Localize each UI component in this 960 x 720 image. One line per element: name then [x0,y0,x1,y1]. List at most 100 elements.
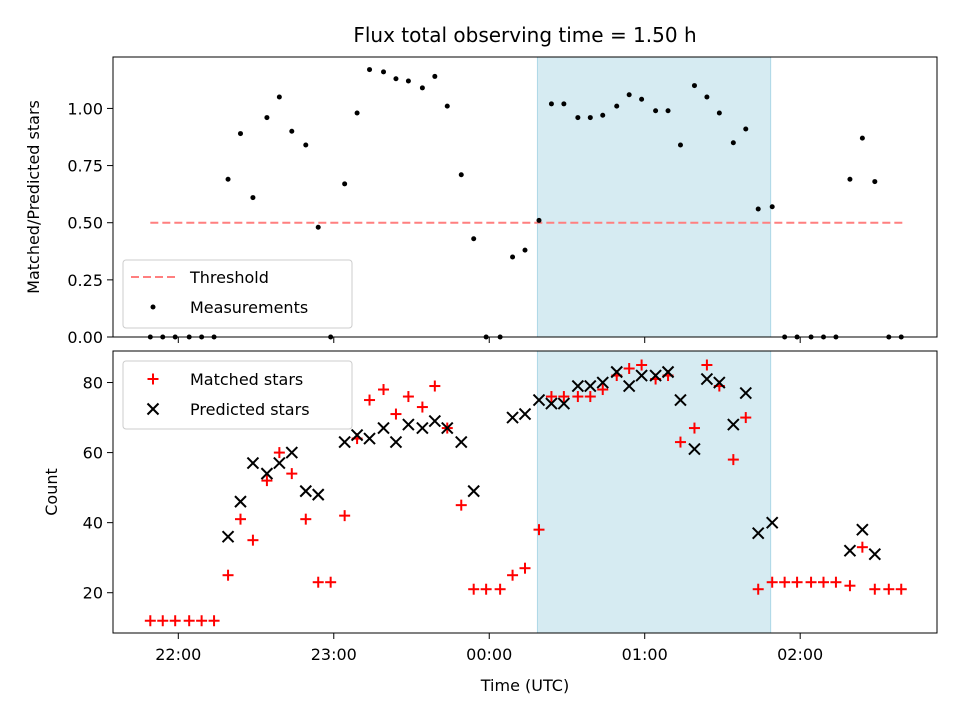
ratio-panel-frame [112,56,938,338]
predicted-star-point [868,547,882,561]
measurements-legend-label: Measurements [190,298,308,317]
ratio-panel: 0.00 0.25 0.50 0.75 1.00 Matched/Predicted s… [24,56,938,347]
measurement-point [639,96,645,102]
measurement-point [276,94,282,100]
predicted-star-point [350,428,364,442]
threshold-legend-label: Threshold [189,268,269,287]
matched-star-point [169,615,181,627]
measurement-point [354,110,360,116]
predicted-star-point [389,435,403,449]
matched-star-point [339,510,351,522]
matched-star-point [533,524,545,536]
predicted-star-point [713,376,726,389]
measurement-point [444,103,450,109]
matched-star-point [805,576,817,588]
ratio-y-tick-label: 1.00 [67,99,103,118]
ratio-y-tick-label: 0.75 [67,157,103,176]
count-y-tick-label: 20 [83,584,103,603]
count-y-tick-label: 40 [83,514,103,533]
measurement-point [730,140,736,146]
matched-star-point [183,615,195,627]
measurement-point [743,126,749,132]
measurement-point [471,236,477,242]
predicted-star-point [843,544,857,557]
matched-star-point [247,534,259,546]
matched-star-point [273,447,285,459]
matched-star-point [480,583,492,595]
measurement-point [432,73,438,79]
measurement-point [561,101,567,107]
matched-star-point [895,583,907,595]
predicted-star-point [260,467,274,480]
matched-star-point [378,384,390,396]
matched-star-point [300,513,312,525]
measurement-point [847,176,853,182]
ratio-y-tick-label: 0.50 [67,214,103,233]
count-panel: 20 40 60 80 22:00 23:00 00:00 01:00 02:00 Count… [42,350,938,695]
matched-star-point [222,569,234,581]
predicted-star-point [674,393,687,407]
measurement-point [405,78,411,84]
measurement-point [587,115,593,121]
predicted-star-point [727,418,740,431]
matched-star-point [818,576,830,588]
measurement-point [536,217,542,223]
measurements-legend-swatch [150,304,156,310]
predicted-star-point [856,523,869,536]
matched-star-point [286,468,298,480]
measurement-point [289,128,295,134]
predicted-star-point [455,435,468,449]
matched-star-point [312,576,324,588]
predicted-star-point [622,379,636,393]
measurement-point [225,176,231,182]
predicted-star-point [285,446,298,459]
predicted-star-point [273,456,286,470]
predicted-star-point [596,376,609,389]
predicted-star-point [377,421,390,435]
ratio-y-tick-label: 0.25 [67,271,103,290]
chart-title: Flux total observing time = 1.50 h [353,23,696,47]
measurement-point [575,115,581,121]
measurement-point [367,67,373,73]
matched-star-point [844,580,856,592]
predicted-star-point [467,484,480,498]
count-y-tick-label: 60 [83,444,103,463]
predicted-star-point [363,432,376,445]
matched-legend-swatch [147,373,159,385]
measurement-point [769,204,775,210]
predicted-star-point [312,488,325,501]
matched-star-point [636,359,648,371]
predicted-legend-marker [146,402,160,416]
matched-star-point [545,391,557,403]
count-y-tick-label: 80 [83,374,103,393]
predicted-star-point [532,393,546,407]
measurement-point [755,206,761,212]
count-legend: Matched stars Predicted stars [122,360,353,430]
measurement-point [264,115,270,121]
matched-star-point [623,363,635,375]
predicted-star-point [506,411,519,424]
matched-star-point [144,615,156,627]
predicted-legend-label: Predicted stars [190,400,310,419]
matched-star-point [468,583,480,595]
matched-star-point [558,391,570,403]
matched-star-point [752,583,764,595]
measurement-point [458,172,464,178]
matched-star-point [883,583,895,595]
measurement-point [303,142,309,148]
measurement-point [859,135,865,141]
predicted-star-point [441,421,454,435]
matched-star-point [208,615,220,627]
predicted-star-point [545,397,558,410]
measurement-point [522,247,528,253]
predicted-star-point [518,407,532,421]
measurement-point [315,224,321,230]
measurement-point [653,108,659,114]
matched-star-point [390,408,402,420]
predicted-star-point [402,418,415,431]
ratio-y-axis-label: Matched/Predicted stars [24,100,43,294]
matched-star-point [364,394,376,406]
predicted-legend-swatch [146,402,160,416]
count-panel-frame [112,350,938,634]
